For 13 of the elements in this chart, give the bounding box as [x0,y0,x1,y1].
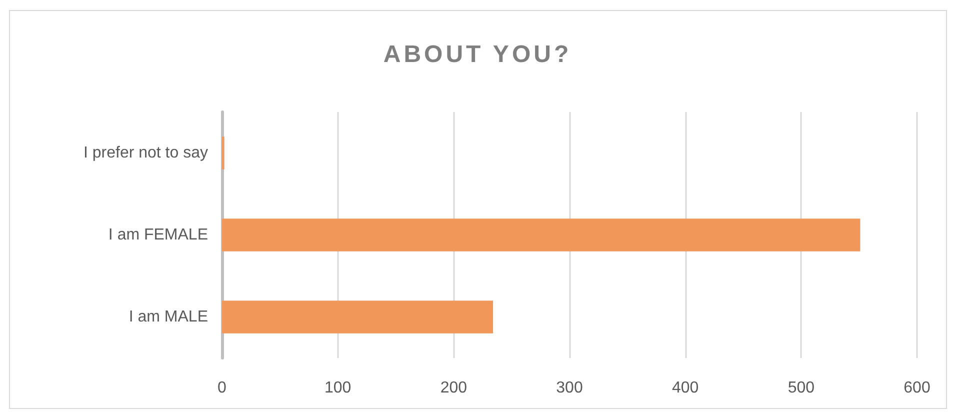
x-tick-label: 500 [788,380,815,396]
x-tick-label: 400 [672,380,699,396]
chart-title: ABOUT YOU? [382,40,573,70]
bar [222,300,494,334]
x-tick-label: 600 [904,380,930,396]
y-tick-label: I prefer not to say [83,144,208,162]
x-tick-label: 0 [218,380,227,396]
x-tick-label: 200 [440,380,468,396]
y-tick-label: I am MALE [128,308,208,326]
x-tick-label: 100 [324,380,352,396]
bar [222,218,860,252]
x-tick-label: 300 [556,380,583,396]
y-tick-label: I am FEMALE [108,226,208,244]
